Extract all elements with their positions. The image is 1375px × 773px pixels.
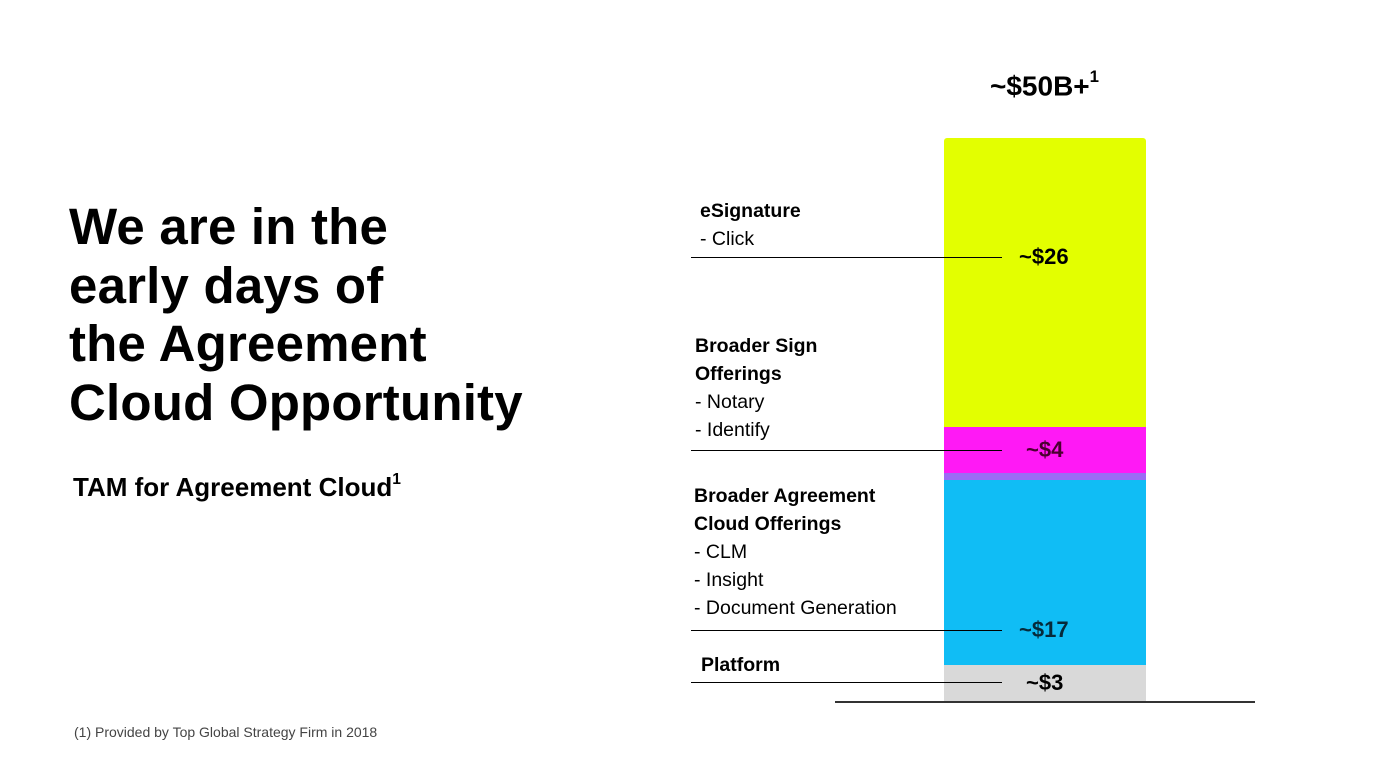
headline-line: We are in the xyxy=(69,198,389,255)
total-value: ~$50B+ xyxy=(990,70,1090,102)
leader-line-broader-agreement xyxy=(691,630,1002,631)
category-item: - Insight xyxy=(694,569,764,591)
headline-line: Cloud Opportunity xyxy=(69,373,523,431)
category-title: eSignature xyxy=(700,200,801,222)
leader-line-broader-sign xyxy=(691,450,1002,451)
total-footnote-marker: 1 xyxy=(1089,67,1099,87)
chart-baseline xyxy=(835,701,1255,703)
slide-headline: We are in the early days of the Agreemen… xyxy=(69,198,629,432)
category-item: - CLM xyxy=(694,541,748,563)
category-title: Cloud Offerings xyxy=(694,513,842,535)
footnote-marker: 1 xyxy=(392,471,401,489)
chart-subtitle: TAM for Agreement Cloud1 xyxy=(73,471,401,503)
footnote: (1) Provided by Top Global Strategy Firm… xyxy=(74,724,378,740)
category-title: Offerings xyxy=(695,363,782,385)
category-label-esignature: eSignature - Click xyxy=(700,197,801,253)
leader-line-esignature xyxy=(691,257,1002,258)
value-label-broader-sign: ~$4 xyxy=(1026,437,1064,462)
category-title: Platform xyxy=(701,654,781,676)
category-title: Broader Sign xyxy=(695,335,818,357)
category-label-broader-agreement: Broader Agreement Cloud Offerings - CLM … xyxy=(694,482,897,622)
category-item: - Identify xyxy=(695,419,770,441)
category-item: - Document Generation xyxy=(694,597,897,619)
category-label-broader-sign: Broader Sign Offerings - Notary - Identi… xyxy=(695,332,817,444)
bar-segment-esignature xyxy=(944,138,1146,427)
bar-segment-broader-agreement xyxy=(944,480,1146,665)
headline-line: the Agreement xyxy=(69,315,427,372)
leader-line-platform xyxy=(691,682,1002,683)
chart-total: ~$50B+1 xyxy=(990,67,1099,102)
headline-line: early days of xyxy=(69,256,384,314)
bar-segment-platform xyxy=(944,665,1146,701)
value-label-broader-agreement: ~$17 xyxy=(1019,617,1069,642)
category-label-platform: Platform xyxy=(701,651,780,679)
subtitle-text: TAM for Agreement Cloud xyxy=(73,472,393,502)
category-item: - Notary xyxy=(695,391,765,413)
value-label-platform: ~$3 xyxy=(1026,670,1064,695)
category-title: Broader Agreement xyxy=(694,485,876,507)
bar-segment-divider xyxy=(944,473,1146,480)
value-label-esignature: ~$26 xyxy=(1019,244,1069,269)
category-item: - Click xyxy=(700,228,755,250)
